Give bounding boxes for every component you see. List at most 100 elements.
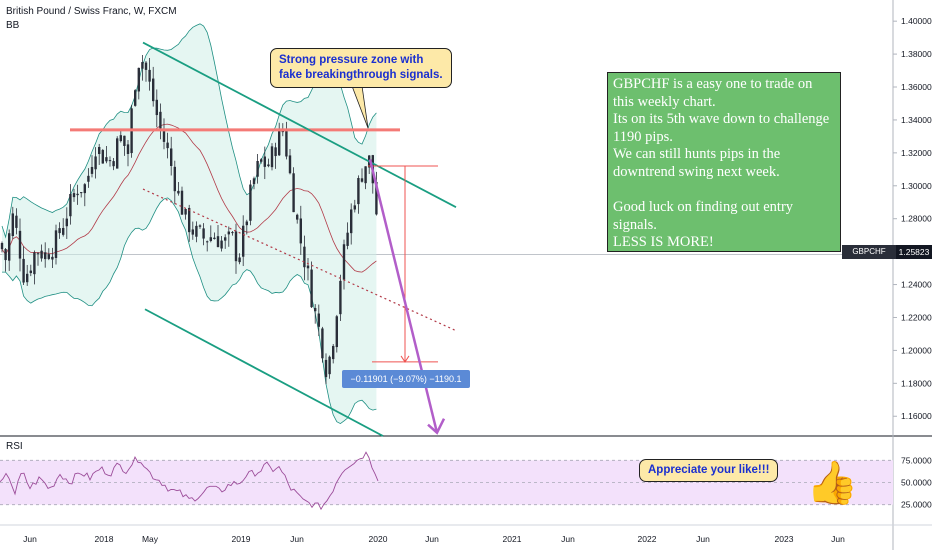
candle-body <box>242 225 245 257</box>
candle <box>350 203 353 245</box>
candle-body <box>292 173 295 213</box>
candle-body <box>119 135 122 142</box>
candle <box>144 61 148 82</box>
candle-body <box>29 270 32 274</box>
candle-body <box>87 175 90 182</box>
appreciate-callout[interactable]: Appreciate your like!!! <box>639 459 779 482</box>
time-tick-label-4: Jun <box>290 534 304 544</box>
candle <box>11 206 14 240</box>
chart-symbol-title: British Pound / Swiss Franc, W, FXCM <box>6 6 177 17</box>
candle <box>62 218 65 237</box>
dotted-trendline <box>142 188 457 332</box>
candle-body <box>51 256 54 260</box>
candle-body <box>213 237 216 240</box>
price-tick-label-4: 1.32000 <box>901 148 932 158</box>
candle-body <box>227 231 230 235</box>
channel-lower-line <box>144 308 384 437</box>
candle <box>209 225 212 243</box>
candle <box>285 121 288 160</box>
price-tick-label-3: 1.34000 <box>901 115 932 125</box>
candle-body <box>15 215 18 228</box>
candle <box>15 208 18 235</box>
candle <box>72 188 76 202</box>
candle <box>357 175 360 214</box>
candle-body <box>198 225 202 227</box>
analysis-note[interactable]: GBPCHF is a easy one to trade on this we… <box>607 72 841 252</box>
candle <box>346 222 349 250</box>
candle <box>94 147 97 179</box>
candle-body <box>0 242 4 250</box>
pressure-zone-callout[interactable]: Strong pressure zone with fake breakingt… <box>270 48 452 88</box>
candle-body <box>364 166 367 184</box>
candle-body <box>296 214 299 220</box>
callout-pointer <box>351 85 369 129</box>
candle <box>152 66 155 107</box>
candle-body <box>26 273 29 283</box>
candle-body <box>328 356 331 375</box>
candle-body <box>166 142 169 149</box>
candle <box>162 118 166 150</box>
candle <box>148 57 151 91</box>
price-tick-label-12: 1.16000 <box>901 411 932 421</box>
candle <box>8 229 11 271</box>
candle-body <box>141 62 144 69</box>
candle <box>173 160 176 205</box>
candle-body <box>267 164 270 167</box>
candle <box>321 326 324 363</box>
price-tick-label-11: 1.18000 <box>901 378 932 388</box>
candle-body <box>8 233 11 261</box>
candles <box>0 54 378 385</box>
candle <box>58 222 61 239</box>
candle-body <box>249 184 252 221</box>
price-tick-label-1: 1.38000 <box>901 49 932 59</box>
current-price-label: 1.25823 <box>896 245 932 259</box>
thumbs-up-icon[interactable]: 👍 <box>806 458 859 507</box>
candle <box>328 355 331 379</box>
candle <box>216 224 220 248</box>
price-tick-label-2: 1.36000 <box>901 82 932 92</box>
price-tick-label-0: 1.40000 <box>901 16 932 26</box>
candle <box>18 218 22 272</box>
candle-body <box>234 231 238 262</box>
candle-body <box>353 205 356 210</box>
axes: 1.40000 1.38000 1.36000 1.34000 1.32000 1.300… <box>23 16 932 544</box>
candle-body <box>195 225 198 237</box>
candle-body <box>324 359 328 378</box>
candle <box>116 136 119 169</box>
candle-body <box>4 249 7 261</box>
candle <box>339 274 342 321</box>
candle-body <box>231 232 234 234</box>
candle <box>278 122 281 156</box>
candle <box>159 103 162 140</box>
candle-body <box>54 230 58 258</box>
candle-body <box>22 258 25 283</box>
candle <box>202 223 205 246</box>
candle <box>310 261 313 308</box>
candle <box>4 248 7 272</box>
candle-body <box>274 147 277 157</box>
candle <box>227 226 230 247</box>
candle-body <box>155 99 158 116</box>
candle-body <box>112 161 115 167</box>
candle <box>29 264 32 277</box>
symbol-price-tag: GBPCHF −0.00% <box>842 245 896 270</box>
candle-body <box>83 184 86 194</box>
candle-body <box>98 146 101 155</box>
candle <box>80 192 83 198</box>
candle <box>360 168 364 183</box>
measure-arrow-head <box>400 355 410 363</box>
time-tick-label-2: May <box>142 534 159 544</box>
time-tick-label-9: 2022 <box>638 534 657 544</box>
candle <box>76 184 79 205</box>
candle <box>267 158 270 168</box>
bb-basis <box>1 123 377 273</box>
candle-body <box>191 229 194 235</box>
candle <box>40 244 43 262</box>
candle <box>141 54 144 81</box>
candle-body <box>80 192 83 194</box>
candle <box>33 250 36 285</box>
candle-body <box>360 178 364 182</box>
candle <box>123 135 126 156</box>
candle-body <box>256 160 259 177</box>
